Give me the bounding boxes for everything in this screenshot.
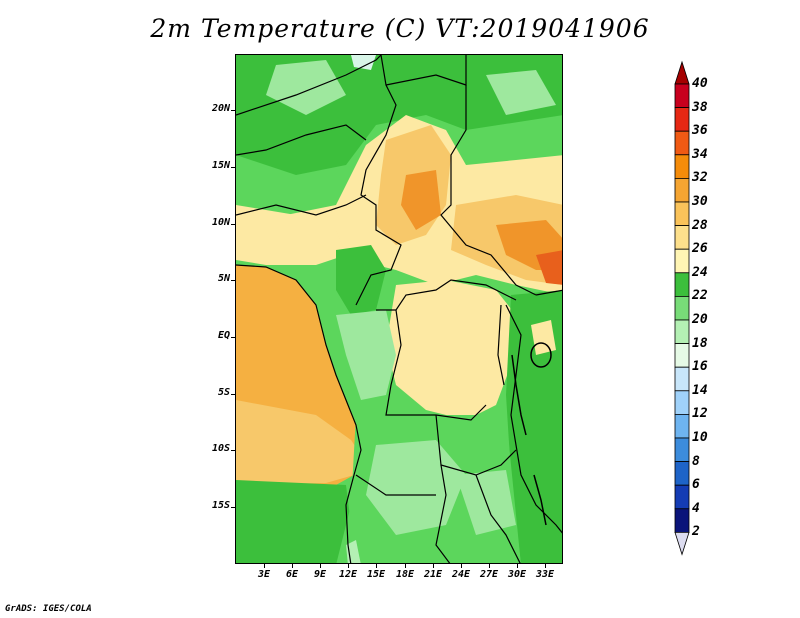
- lat-label: 5S: [217, 387, 230, 398]
- colorbar-label: 20: [692, 312, 708, 327]
- colorbar-label: 12: [692, 406, 708, 422]
- colorbar-label: 36: [692, 123, 708, 139]
- colorbar-label: 18: [692, 335, 708, 351]
- lat-label: 5N: [217, 273, 230, 284]
- colorbar-label: 38: [692, 99, 708, 115]
- colorbar-label: 26: [692, 241, 708, 257]
- lon-label: 24E: [451, 569, 471, 580]
- colorbar-swatch: [674, 484, 690, 510]
- colorbar-swatch: [674, 295, 690, 321]
- ocean-mid-band: [236, 400, 361, 485]
- footer-credit: GrADS: IGES/COLA: [5, 604, 92, 614]
- colorbar-label: 34: [692, 146, 708, 162]
- colorbar-top-arrow: [674, 60, 690, 85]
- lake-victoria-area: [531, 320, 556, 355]
- colorbar-swatch: [674, 107, 690, 132]
- colorbar-label: 32: [692, 170, 708, 186]
- colorbar-swatch: [674, 366, 690, 392]
- ocean-cool-green: [236, 480, 351, 563]
- colorbar-label: 8: [692, 453, 700, 469]
- north-light-green-patch: [266, 60, 346, 115]
- colorbar-label: 14: [692, 382, 708, 398]
- colorbar-label: 30: [692, 194, 708, 209]
- lat-label: 10N: [211, 217, 230, 228]
- colorbar-label: 6: [692, 477, 700, 493]
- lon-label: 3E: [257, 569, 271, 580]
- colorbar-label: 4: [692, 500, 700, 516]
- borders: [236, 55, 562, 563]
- congo-basin-yellow: [386, 280, 516, 420]
- lat-label: EQ: [217, 330, 230, 341]
- colorbar-label: 16: [692, 359, 708, 375]
- colorbar-label: 10: [692, 430, 708, 445]
- lat-label: 15S: [211, 500, 230, 511]
- temperature-map: [236, 55, 562, 563]
- northeast-light-green-patch: [486, 70, 556, 115]
- colorbar: [674, 60, 690, 556]
- colorbar-bottom-arrow: [674, 531, 690, 556]
- colorbar-swatch: [674, 154, 690, 179]
- colorbar-swatch: [674, 178, 690, 203]
- colorbar-label: 28: [692, 217, 708, 233]
- hot-spot-east: [536, 250, 562, 285]
- colorbar-swatch: [674, 130, 690, 156]
- lon-label: 21E: [423, 569, 443, 580]
- gabon-light-green: [336, 310, 396, 400]
- colorbar-swatch: [674, 83, 690, 109]
- colorbar-swatch: [674, 461, 690, 486]
- lat-label: 10S: [211, 443, 230, 454]
- west-coast-yellow: [236, 205, 346, 265]
- lakes: [511, 342, 552, 526]
- lon-label: 33E: [535, 569, 555, 580]
- lon-label: 15E: [366, 569, 386, 580]
- colorbar-label: 40: [692, 76, 708, 91]
- cool-patch-north: [351, 55, 376, 70]
- colorbar-label: 24: [692, 264, 708, 280]
- lon-label: 27E: [479, 569, 499, 580]
- lon-label: 30E: [507, 569, 527, 580]
- cameroon-green: [336, 245, 386, 315]
- chart-title: 2m Temperature (C) VT:2019041906: [150, 14, 650, 43]
- map-panel: [235, 54, 563, 564]
- lat-label: 20N: [211, 103, 230, 114]
- lon-label: 6E: [285, 569, 299, 580]
- colorbar-swatch: [674, 343, 690, 368]
- colorbar-label: 2: [692, 524, 700, 540]
- colorbar-swatch: [674, 201, 690, 227]
- lon-label: 12E: [338, 569, 358, 580]
- colorbar-swatch: [674, 390, 690, 415]
- colorbar-swatch: [674, 225, 690, 250]
- chad-hot-patch: [401, 170, 441, 230]
- lon-label: 9E: [313, 569, 327, 580]
- lon-label: 18E: [395, 569, 415, 580]
- colorbar-label: 22: [692, 288, 708, 304]
- colorbar-swatch: [674, 319, 690, 345]
- colorbar-swatch: [674, 508, 690, 533]
- lat-label: 15N: [211, 160, 230, 171]
- colorbar-swatch: [674, 437, 690, 463]
- colorbar-swatch: [674, 272, 690, 297]
- colorbar-swatch: [674, 248, 690, 274]
- colorbar-swatch: [674, 413, 690, 439]
- east-highlands-green: [506, 290, 562, 563]
